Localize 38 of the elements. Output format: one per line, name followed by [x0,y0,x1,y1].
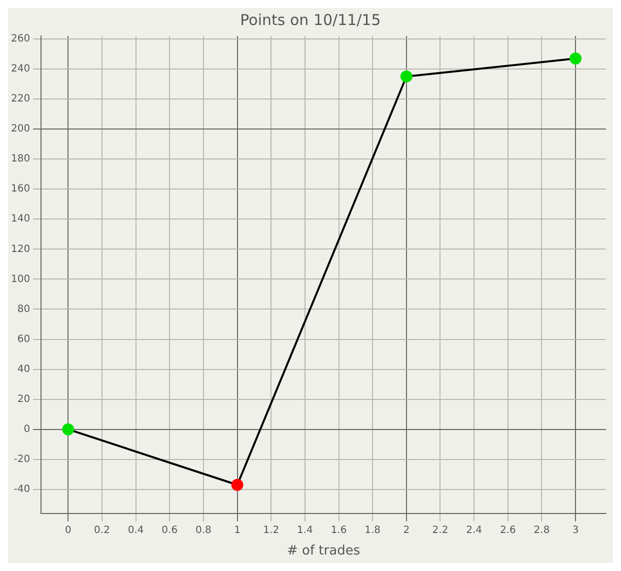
x-tick-label: 1.4 [296,524,313,536]
x-tick-label: 2.6 [500,524,516,536]
y-tick-label: -40 [14,484,30,495]
point [231,478,244,491]
y-tick-label: 100 [10,274,30,285]
y-tick-label: 80 [17,304,30,315]
x-tick-label: 2 [403,524,410,536]
x-axis-title: # of trades [286,544,360,559]
y-tick-label: 20 [17,394,30,405]
chart-title: Points on 10/11/15 [240,10,381,29]
y-tick-label: 0 [24,424,30,435]
y-tick-label: 60 [17,334,30,345]
x-tick-label: 0.6 [162,524,178,536]
y-tick-label: 160 [10,184,30,195]
point [62,423,74,436]
x-tick-label: 3 [572,524,579,536]
x-tick-label: 0 [64,524,72,536]
x-tick-label: 2.8 [534,524,550,536]
y-tick-label: 180 [10,154,30,165]
y-tick-label: 260 [10,34,30,45]
x-tick-label: 2.4 [466,524,482,536]
y-tick-label: 140 [10,214,30,225]
x-tick-label: 1.6 [330,524,347,536]
x-tick-label: 0.2 [94,524,110,536]
x-tick-label: 1.8 [364,524,381,536]
y-tick-label: 40 [17,364,30,375]
y-tick-label: 220 [10,94,30,105]
y-tick-label: 120 [10,244,30,255]
x-tick-label: 1.2 [263,524,280,536]
y-tick-label: 200 [10,124,30,135]
x-tick-label: 1 [234,524,240,536]
y-tick-label: 240 [10,64,30,75]
x-tick-label: 2.2 [432,524,448,536]
point [570,52,582,65]
x-tick-label: 0.8 [196,524,212,536]
y-tick-label: -20 [14,454,30,465]
x-tick-label: 0.4 [128,524,144,536]
point [400,70,412,83]
